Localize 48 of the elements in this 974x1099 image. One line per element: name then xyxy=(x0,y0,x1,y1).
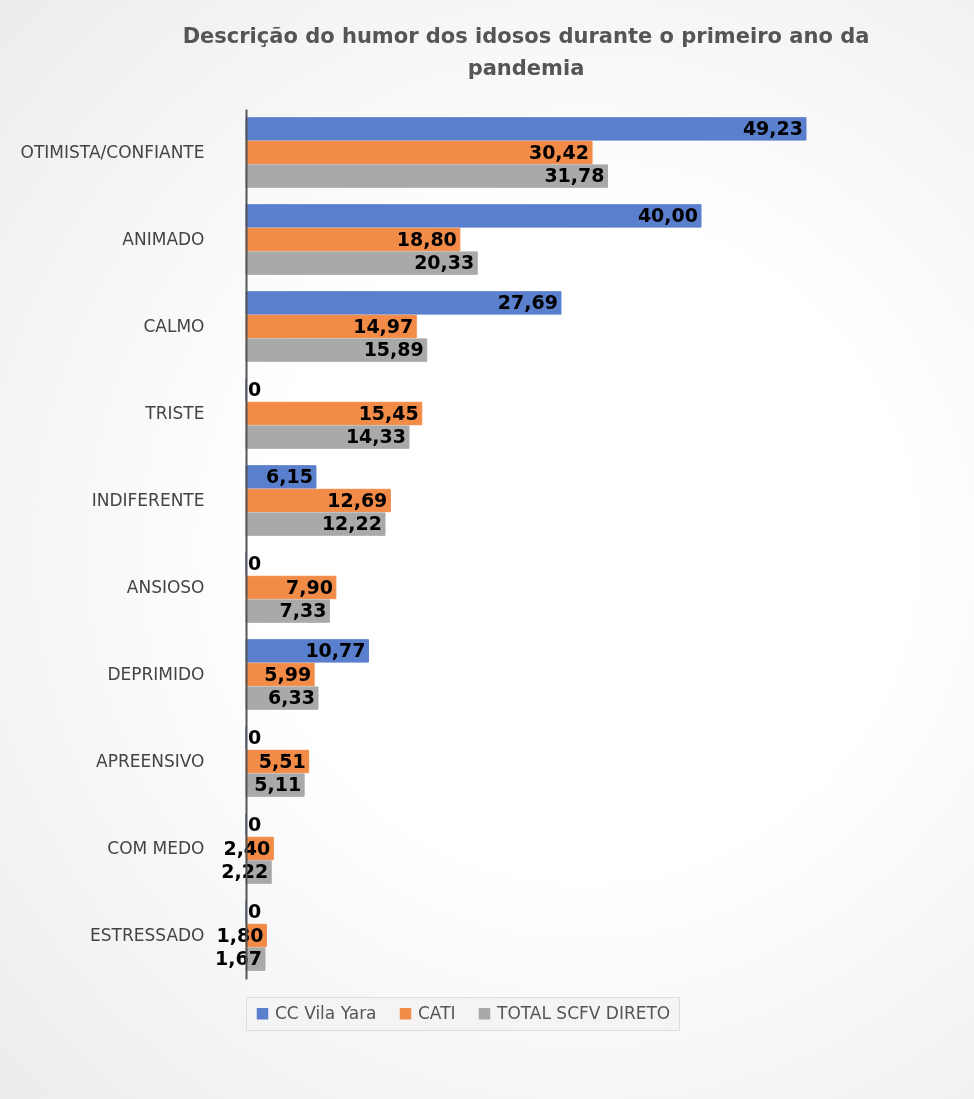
legend-label: TOTAL SCFV DIRETO xyxy=(496,1002,671,1023)
y-tick-label: ANIMADO xyxy=(122,228,205,249)
data-label: 7,33 xyxy=(279,599,327,622)
data-label: 0 xyxy=(248,899,262,922)
data-label: 49,23 xyxy=(742,116,803,139)
bar xyxy=(245,117,807,141)
data-label: 10,77 xyxy=(305,638,366,661)
bar xyxy=(245,164,608,188)
data-label: 0 xyxy=(248,725,262,748)
data-label: 12,69 xyxy=(327,488,388,511)
y-tick-label: ESTRESSADO xyxy=(90,924,205,945)
data-label: 12,22 xyxy=(321,512,382,535)
y-tick-label: TRISTE xyxy=(144,402,205,423)
data-label: 5,51 xyxy=(258,749,306,772)
bar xyxy=(245,204,702,228)
data-label: 6,15 xyxy=(266,464,313,487)
bar xyxy=(245,291,562,315)
data-label: 0 xyxy=(248,551,262,574)
y-tick-label: CALMO xyxy=(143,315,205,336)
data-label: 5,11 xyxy=(254,773,302,796)
data-label: 30,42 xyxy=(528,140,590,163)
data-label: 14,97 xyxy=(353,314,414,337)
bar xyxy=(245,425,410,449)
y-tick-label: ANSIOSO xyxy=(126,576,205,597)
bar xyxy=(245,251,478,275)
y-tick-label: APREENSIVO xyxy=(96,750,205,771)
data-label: 15,89 xyxy=(363,338,424,361)
data-label: 14,33 xyxy=(345,425,407,448)
data-label: 31,78 xyxy=(544,164,605,187)
data-label: 40,00 xyxy=(637,203,699,226)
y-tick-label: OTIMISTA/CONFIANTE xyxy=(20,141,205,162)
data-label: 0 xyxy=(248,377,262,400)
y-tick-label: DEPRIMIDO xyxy=(107,663,205,684)
legend-label: CC Vila Yara xyxy=(275,1002,377,1023)
data-label: 7,90 xyxy=(285,575,333,598)
y-tick-label: INDIFERENTE xyxy=(91,489,205,510)
bar xyxy=(245,338,428,362)
bar xyxy=(245,140,593,165)
legend-label: CATI xyxy=(418,1002,456,1023)
y-tick-label: COM MEDO xyxy=(107,837,205,858)
data-label: 27,69 xyxy=(497,290,558,313)
data-label: 15,45 xyxy=(358,401,419,424)
data-label: 5,99 xyxy=(264,662,312,685)
data-label: 20,33 xyxy=(414,251,475,274)
data-label: 18,80 xyxy=(396,227,457,250)
chart-title: Descrição do humor dos idosos durante o primeiro ano da pandemia xyxy=(182,24,870,80)
data-label: 6,33 xyxy=(268,686,315,709)
data-label: 0 xyxy=(248,812,262,835)
